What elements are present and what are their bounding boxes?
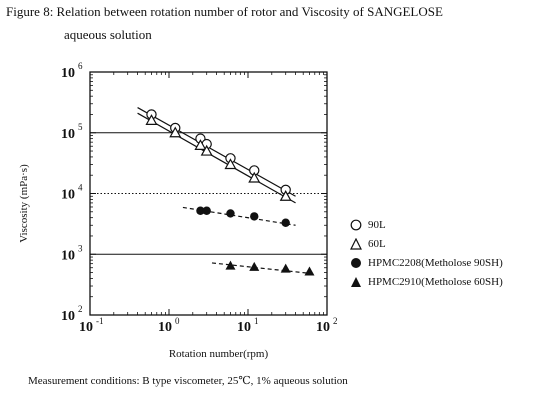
open-triangle-marker-icon — [350, 238, 362, 250]
legend-label: HPMC2910(Metholose 60SH) — [368, 276, 503, 288]
x-tick-exponent: -1 — [96, 316, 104, 326]
fit-line-series-0 — [137, 107, 296, 197]
data-point-series-2 — [226, 209, 235, 218]
legend-label: HPMC2208(Metholose 90SH) — [368, 257, 503, 269]
figure-title-line2: aqueous solution — [64, 27, 152, 42]
y-tick-label: 10 — [61, 127, 75, 142]
data-point-series-1 — [145, 114, 158, 125]
legend-item-90l: 90L — [350, 216, 503, 234]
data-point-series-2 — [281, 218, 290, 227]
legend-label: 60L — [368, 238, 386, 250]
y-tick-exponent: 5 — [78, 122, 83, 132]
x-tick-label: 10 — [316, 320, 330, 335]
x-tick-exponent: 0 — [175, 316, 180, 326]
x-tick-label: 10 — [79, 320, 93, 335]
data-point-series-1 — [169, 126, 182, 138]
data-point-series-3 — [304, 266, 315, 276]
y-tick-exponent: 4 — [78, 183, 83, 193]
figure-title-line1: Figure 8: Relation between rotation numb… — [6, 4, 443, 19]
legend-item-hpmc2910: HPMC2910(Metholose 60SH) — [350, 273, 503, 291]
data-point-series-1 — [200, 144, 213, 156]
data-point-series-2 — [196, 206, 205, 215]
fit-line-series-2 — [182, 206, 296, 226]
data-point-series-2 — [202, 206, 211, 215]
data-point-series-1 — [279, 190, 292, 201]
filled-circle-marker-icon — [351, 258, 361, 268]
x-tick-exponent: 2 — [333, 316, 338, 326]
y-tick-label: 10 — [61, 66, 75, 81]
filled-triangle-marker-icon — [351, 277, 361, 287]
x-axis-label: Rotation number(rpm) — [169, 348, 269, 360]
fit-line-series-1 — [137, 112, 296, 204]
x-tick-label: 10 — [158, 320, 172, 335]
y-tick-exponent: 3 — [78, 243, 83, 253]
legend-item-60l: 60L — [350, 235, 503, 253]
legend-label: 90L — [368, 219, 386, 231]
y-axis-label: Viscosity (mPa·s) — [18, 164, 30, 243]
data-point-series-1 — [224, 158, 237, 170]
measurement-conditions-note: Measurement conditions: B type viscomete… — [28, 375, 348, 387]
y-tick-exponent: 2 — [78, 304, 83, 314]
data-point-series-1 — [248, 171, 261, 183]
data-point-series-1 — [194, 139, 207, 150]
y-tick-label: 10 — [61, 188, 75, 203]
data-point-series-3 — [280, 263, 291, 273]
open-circle-marker-icon — [350, 219, 362, 231]
data-point-series-3 — [225, 260, 236, 270]
x-tick-label: 10 — [237, 320, 251, 335]
y-tick-label: 10 — [61, 248, 75, 263]
x-tick-exponent: 1 — [254, 316, 259, 326]
legend-item-hpmc2208: HPMC2208(Metholose 90SH) — [350, 254, 503, 272]
y-tick-label: 10 — [61, 309, 75, 324]
y-tick-exponent: 6 — [78, 61, 83, 71]
chart-legend: 90L 60L HPMC2208(Metholose 90SH) HPMC291… — [350, 216, 503, 292]
data-point-series-3 — [249, 261, 260, 271]
data-point-series-2 — [250, 212, 259, 221]
